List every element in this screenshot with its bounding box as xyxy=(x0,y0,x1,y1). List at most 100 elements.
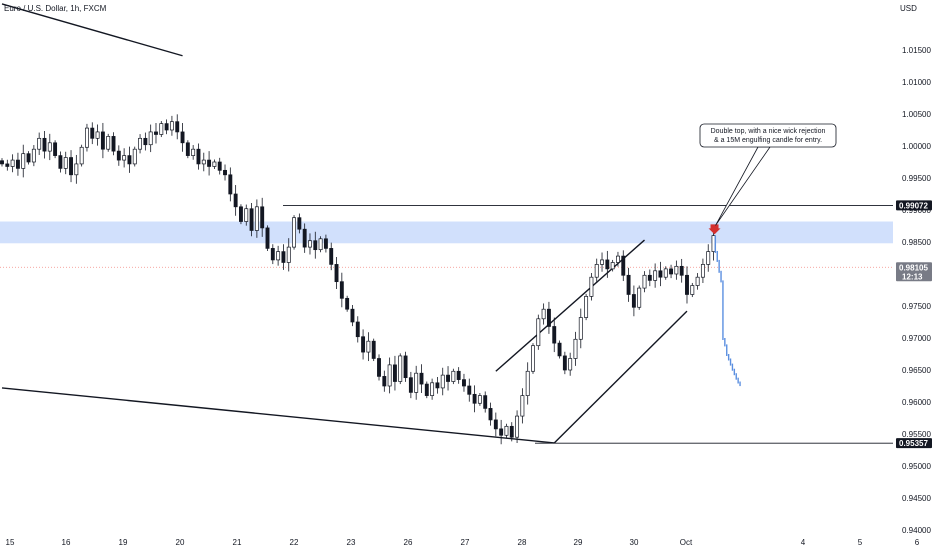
candle-body xyxy=(653,270,658,281)
time-tick-label: 16 xyxy=(62,538,71,547)
candle-body xyxy=(499,428,504,436)
candle-body xyxy=(552,326,557,344)
candle-body xyxy=(217,161,222,171)
candle-body xyxy=(520,395,525,417)
candle-body xyxy=(254,206,259,231)
annotation-callout[interactable]: Double top, with a nice wick rejection &… xyxy=(699,123,837,226)
candle-body xyxy=(58,155,63,169)
candle-body xyxy=(663,268,668,278)
time-tick-label: Oct xyxy=(680,538,693,547)
chart-title: Euro / U.S. Dollar, 1h, FXCM xyxy=(4,4,107,13)
candle-body xyxy=(594,264,599,278)
candle-body xyxy=(387,364,392,387)
candle-body xyxy=(462,379,466,387)
candle-body xyxy=(451,370,456,382)
candle-body xyxy=(111,136,116,152)
candle-body xyxy=(334,264,339,283)
candle-body xyxy=(658,270,663,278)
candle-body xyxy=(10,159,15,167)
time-tick-label: 30 xyxy=(630,538,639,547)
candle-body xyxy=(600,259,604,265)
candle-body xyxy=(260,206,265,229)
price-tick-label: 1.00500 xyxy=(902,110,931,119)
candle-body xyxy=(169,121,174,131)
supply-zone xyxy=(0,221,893,244)
candle-body xyxy=(642,274,647,289)
candle-body xyxy=(164,123,169,131)
candle-body xyxy=(685,274,689,295)
candle-body xyxy=(578,317,583,340)
price-tag-label: 0.98105 xyxy=(899,263,928,272)
candle-body xyxy=(148,131,153,146)
candle-body xyxy=(371,340,376,359)
candle-body xyxy=(21,153,26,169)
candle-body xyxy=(361,336,366,353)
candle-body xyxy=(313,240,318,251)
candle-body xyxy=(414,372,419,393)
candle-body xyxy=(616,255,620,263)
time-tick-label: 20 xyxy=(176,538,185,547)
price-tag-label: 0.99072 xyxy=(899,201,928,210)
candle-body xyxy=(562,355,567,371)
price-tick-label: 0.96500 xyxy=(902,366,931,375)
price-tick-label: 1.01500 xyxy=(902,46,931,55)
time-tick-label: 4 xyxy=(801,538,806,547)
candle-body xyxy=(308,240,312,248)
candle-body xyxy=(573,338,578,359)
candle-body xyxy=(546,308,551,327)
callout-text-line2: & a 15M engulfing candle for entry. xyxy=(714,137,822,144)
candle-body xyxy=(302,228,307,248)
price-tag-current xyxy=(896,262,932,282)
price-tick-label: 0.95500 xyxy=(902,430,931,439)
price-tick-label: 0.98500 xyxy=(902,238,931,247)
candle-body xyxy=(196,148,201,165)
price-tag-support xyxy=(896,438,932,449)
projection-path xyxy=(714,235,741,387)
candles xyxy=(0,114,716,445)
candle-body xyxy=(244,208,249,222)
candle-body xyxy=(228,174,233,195)
candle-body xyxy=(525,370,530,396)
candle-body xyxy=(531,345,535,372)
candle-body xyxy=(377,358,381,377)
candle-body xyxy=(185,142,190,156)
candle-body xyxy=(350,308,355,323)
time-axis[interactable]: 15 16 19 20 21 22 23 26 27 28 29 30 Oct 4 5 6 xyxy=(6,538,920,547)
time-tick-label: 21 xyxy=(233,538,242,547)
candle-body xyxy=(281,251,286,263)
candle-body xyxy=(403,355,408,379)
price-tag-label: 0.95357 xyxy=(899,439,928,448)
candle-body xyxy=(690,285,695,295)
candle-body xyxy=(509,425,514,438)
candle-body xyxy=(392,364,397,382)
candle-body xyxy=(483,395,488,409)
candle-body xyxy=(446,374,450,382)
arrow-shape xyxy=(708,224,721,235)
candle-body xyxy=(366,340,371,353)
candle-body xyxy=(679,265,684,276)
candle-body xyxy=(138,137,143,150)
candle-body xyxy=(239,206,243,222)
candle-body xyxy=(249,208,254,231)
price-tick-label: 0.99500 xyxy=(902,174,931,183)
candle-body xyxy=(175,121,180,133)
candle-body xyxy=(132,148,137,165)
candle-body xyxy=(106,136,111,150)
entry-arrow-icon xyxy=(708,224,721,235)
candle-body xyxy=(477,395,482,404)
candle-body xyxy=(116,150,121,161)
price-tick-label: 0.99000 xyxy=(902,206,931,215)
candle-body xyxy=(435,382,440,389)
candle-body xyxy=(318,238,323,251)
time-tick-label: 5 xyxy=(858,538,863,547)
candle-body xyxy=(621,255,626,276)
price-tick-label: 0.94000 xyxy=(902,526,931,535)
price-tick-label: 0.96000 xyxy=(902,398,931,407)
candle-body xyxy=(584,296,589,318)
candle-body xyxy=(541,308,546,320)
candle-body xyxy=(323,238,328,249)
time-tick-label: 28 xyxy=(518,538,527,547)
